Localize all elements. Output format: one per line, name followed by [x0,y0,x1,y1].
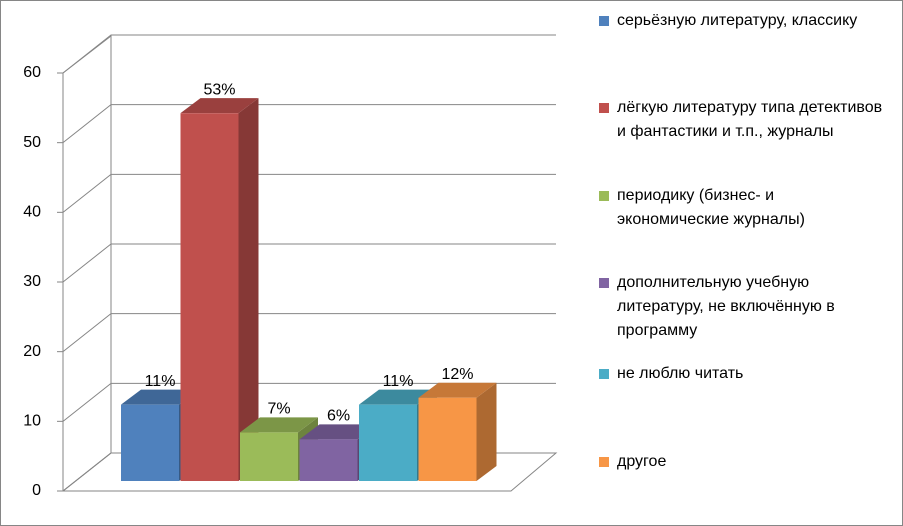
legend-entry: серьёзную литературу, классику [599,9,889,33]
y-tick-label: 20 [23,343,41,360]
y-tick-label: 10 [23,413,41,430]
value-label: 6% [327,408,350,425]
y-tick-label: 50 [23,134,41,151]
bar-top [240,417,318,433]
bar-top [299,424,378,440]
grid-line [62,243,556,283]
grid-line [62,173,556,213]
bar-front [418,397,477,481]
y-tick-label: 40 [23,204,41,221]
legend-label: другое [617,453,667,470]
bar-top [359,389,437,405]
legend-label: дополнительную учебную литературу, не вк… [617,274,835,339]
bar-front [180,113,239,482]
bar-front [240,432,298,481]
bar-front [299,439,358,481]
value-label: 53% [203,81,235,98]
bar [180,98,259,482]
value-label: 7% [267,401,290,418]
bar-top [180,98,259,114]
legend-swatch [599,103,609,113]
grid-line [62,34,556,74]
legend-entry: дополнительную учебную литературу, не вк… [599,271,889,343]
legend-swatch [599,16,609,26]
bar-side [476,382,497,481]
y-tick-label: 0 [32,482,41,499]
legend-swatch [599,278,609,288]
legend-entry: не люблю читать [599,362,889,386]
legend-entry: периодику (бизнес- и экономические журна… [599,184,889,232]
y-tick-label: 30 [23,273,41,290]
legend-label: не люблю читать [617,365,744,382]
bar-front [121,404,179,481]
value-label: 12% [441,366,473,383]
bar [418,382,497,481]
grid-line [62,313,556,353]
legend-label: лёгкую литературу типа детективов и фант… [617,99,883,140]
value-label: 11% [383,373,414,390]
legend-label: серьёзную литературу, классику [617,12,858,29]
legend-entry: лёгкую литературу типа детективов и фант… [599,96,889,144]
grid-line [62,382,556,422]
bar-side [238,98,259,482]
legend-entry: другое [599,450,889,474]
legend-swatch [599,191,609,201]
legend-swatch [599,369,609,379]
y-tick-label: 60 [23,64,41,81]
legend-swatch [599,457,609,467]
bar-top [418,382,497,398]
grid-line [62,104,556,144]
bar-top [121,389,199,405]
legend-label: периодику (бизнес- и экономические журна… [617,187,805,228]
bar-front [359,404,417,481]
value-label: 11% [145,373,176,390]
